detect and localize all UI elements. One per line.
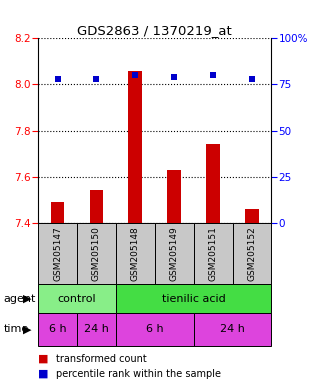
Bar <box>116 284 271 313</box>
Point <box>211 72 216 78</box>
Bar <box>155 223 194 284</box>
Bar <box>38 223 77 284</box>
Text: ■: ■ <box>38 369 49 379</box>
Bar <box>116 313 194 346</box>
Text: tienilic acid: tienilic acid <box>162 293 225 304</box>
Bar <box>167 170 181 223</box>
Point <box>133 72 138 78</box>
Text: transformed count: transformed count <box>56 354 147 364</box>
Title: GDS2863 / 1370219_at: GDS2863 / 1370219_at <box>77 24 232 37</box>
Text: GSM205147: GSM205147 <box>53 226 62 281</box>
Bar <box>90 190 103 223</box>
Bar <box>38 313 77 346</box>
Text: 24 h: 24 h <box>220 324 245 334</box>
Point <box>249 76 255 82</box>
Text: percentile rank within the sample: percentile rank within the sample <box>56 369 221 379</box>
Text: GSM205151: GSM205151 <box>209 226 217 281</box>
Text: agent: agent <box>3 293 36 304</box>
Point <box>55 76 60 82</box>
Text: 6 h: 6 h <box>49 324 66 334</box>
Text: GSM205152: GSM205152 <box>248 226 257 281</box>
Bar <box>77 313 116 346</box>
Bar <box>194 313 271 346</box>
Text: ▶: ▶ <box>23 293 31 304</box>
Text: GSM205150: GSM205150 <box>92 226 101 281</box>
Bar <box>232 223 271 284</box>
Bar <box>77 223 116 284</box>
Text: ■: ■ <box>38 354 49 364</box>
Bar <box>51 202 64 223</box>
Point <box>94 76 99 82</box>
Text: GSM205149: GSM205149 <box>170 226 179 281</box>
Bar <box>206 144 220 223</box>
Bar <box>116 223 155 284</box>
Text: ▶: ▶ <box>23 324 31 334</box>
Bar <box>194 223 232 284</box>
Text: time: time <box>3 324 28 334</box>
Text: 6 h: 6 h <box>146 324 164 334</box>
Text: control: control <box>58 293 96 304</box>
Point <box>171 74 177 80</box>
Bar <box>128 71 142 223</box>
Text: GSM205148: GSM205148 <box>131 226 140 281</box>
Bar <box>38 284 116 313</box>
Bar <box>245 209 259 223</box>
Text: 24 h: 24 h <box>84 324 109 334</box>
